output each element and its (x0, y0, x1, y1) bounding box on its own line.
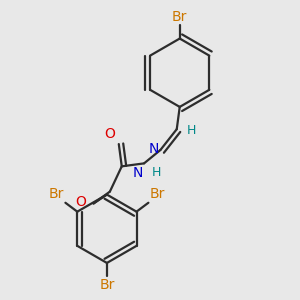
Text: Br: Br (99, 278, 115, 292)
Text: O: O (104, 127, 115, 141)
Text: H: H (187, 124, 196, 137)
Text: N: N (148, 142, 159, 155)
Text: O: O (75, 195, 86, 209)
Text: Br: Br (49, 187, 64, 201)
Text: N: N (132, 166, 142, 180)
Text: Br: Br (172, 10, 188, 24)
Text: H: H (152, 166, 161, 179)
Text: Br: Br (150, 187, 165, 201)
